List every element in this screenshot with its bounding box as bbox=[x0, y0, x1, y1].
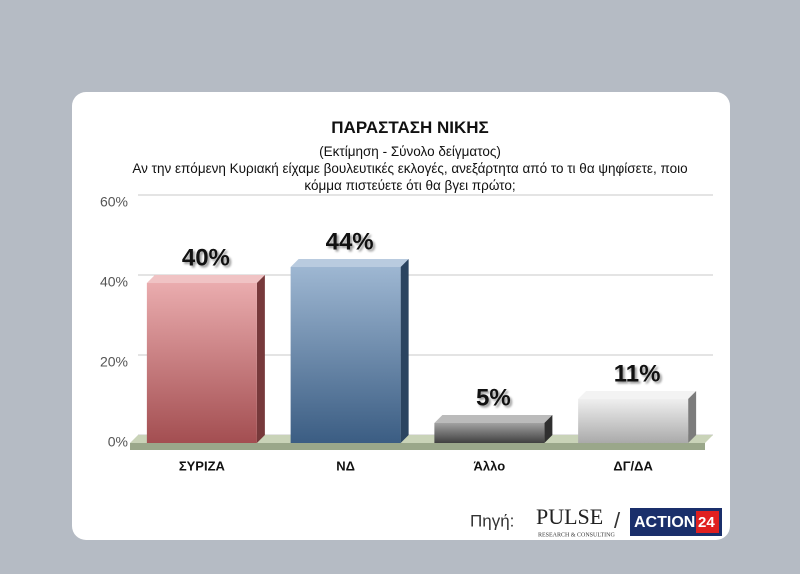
bar-top bbox=[578, 391, 697, 399]
y-tick-label: 40% bbox=[100, 274, 128, 290]
data-label: 44% bbox=[326, 228, 374, 255]
y-tick-label: 20% bbox=[100, 354, 128, 370]
bar-side bbox=[256, 275, 265, 443]
bar bbox=[434, 423, 545, 443]
bar bbox=[290, 267, 401, 443]
bar-side bbox=[400, 259, 409, 443]
logo-24-bg bbox=[696, 511, 719, 533]
logo-pulse-sub: RESEARCH & CONSULTING bbox=[538, 532, 615, 538]
chart-title: ΠΑΡΑΣΤΑΣΗ ΝΙΚΗΣ bbox=[331, 118, 489, 137]
bar bbox=[146, 283, 257, 443]
floor bbox=[130, 435, 713, 443]
bar-side bbox=[688, 391, 697, 443]
y-tick-label: 0% bbox=[108, 434, 128, 450]
bar bbox=[578, 399, 689, 443]
logo-action: ACTION bbox=[634, 514, 695, 531]
x-tick-label: ΔΓ/ΔΑ bbox=[613, 458, 653, 473]
data-label: 11% bbox=[614, 360, 661, 387]
data-label: 5% bbox=[476, 384, 511, 411]
bar-top bbox=[434, 415, 553, 423]
x-tick-label: ΣΥΡΙΖΑ bbox=[179, 458, 226, 473]
data-label: 40% bbox=[182, 244, 230, 271]
y-tick-label: 60% bbox=[100, 194, 128, 210]
separator: / bbox=[614, 508, 621, 533]
chart-subtitle: (Εκτίμηση - Σύνολο δείγματος) bbox=[319, 144, 501, 159]
question: Αν την επόμενη Κυριακή είχαμε βουλευτικέ… bbox=[132, 161, 688, 193]
bar-top bbox=[290, 259, 409, 267]
floor-front bbox=[130, 443, 705, 450]
x-tick-label: ΝΔ bbox=[336, 458, 355, 473]
bar-side bbox=[544, 415, 553, 443]
bar-top bbox=[146, 275, 265, 283]
x-tick-label: Άλλο bbox=[474, 458, 506, 473]
header: ΠΑΡΑΣΤΑΣΗ ΝΙΚΗΣ (Εκτίμηση - Σύνολο δείγμ… bbox=[120, 118, 700, 194]
logo-24: 24 bbox=[698, 514, 715, 531]
footer: Πηγή: PULSE RESEARCH & CONSULTING / ACTI… bbox=[470, 504, 722, 538]
logo-pulse: PULSE bbox=[536, 504, 603, 529]
source-label: Πηγή: bbox=[470, 511, 514, 530]
